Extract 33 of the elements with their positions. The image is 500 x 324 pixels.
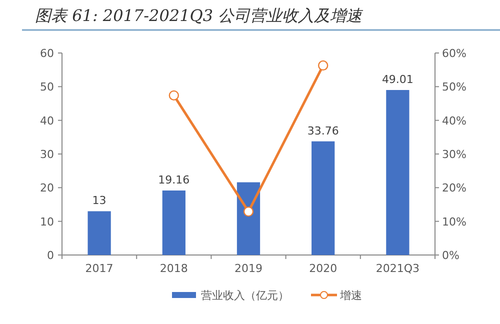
- chart-title: 图表 61: 2017-2021Q3 公司营业收入及增速: [35, 6, 364, 25]
- y2-tick-label: 40%: [442, 114, 466, 128]
- y2-tick-label: 30%: [442, 148, 466, 161]
- y-tick-label: 50: [40, 80, 54, 94]
- y-tick-label: 10: [40, 215, 54, 228]
- data-label: 33.76: [307, 124, 339, 138]
- point: [318, 60, 328, 71]
- point: [243, 206, 254, 217]
- y-tick-label: 60: [40, 47, 54, 60]
- legend-label: 增速: [339, 289, 362, 302]
- y-tick-label: 40: [40, 114, 54, 128]
- legend-label: 营业收入（亿元）: [201, 289, 289, 302]
- data-label: 13: [92, 194, 106, 208]
- y2-tick-label: 10%: [442, 215, 466, 228]
- point: [168, 90, 179, 101]
- x-tick-label: 2017: [85, 262, 114, 275]
- x-tick-label: 2020: [309, 262, 338, 275]
- x-tick-label: 2021Q3: [376, 262, 420, 275]
- y-tick-label: 20: [40, 182, 54, 195]
- y2-tick-label: 60%: [442, 47, 466, 60]
- y2-tick-label: 20%: [442, 182, 466, 195]
- y2-tick-label: 50%: [442, 80, 466, 94]
- x-tick-label: 2018: [160, 262, 188, 275]
- bar: [312, 141, 335, 255]
- bar: [88, 211, 111, 255]
- x-tick-label: 2019: [234, 262, 262, 275]
- y-tick-label: 30: [40, 148, 54, 161]
- y2-tick-label: 0%: [442, 249, 460, 262]
- data-label: 19.16: [158, 173, 190, 186]
- data-label: 49.01: [382, 73, 414, 86]
- y-tick-label: 0: [47, 249, 54, 262]
- bar: [386, 90, 410, 255]
- bar: [162, 190, 186, 255]
